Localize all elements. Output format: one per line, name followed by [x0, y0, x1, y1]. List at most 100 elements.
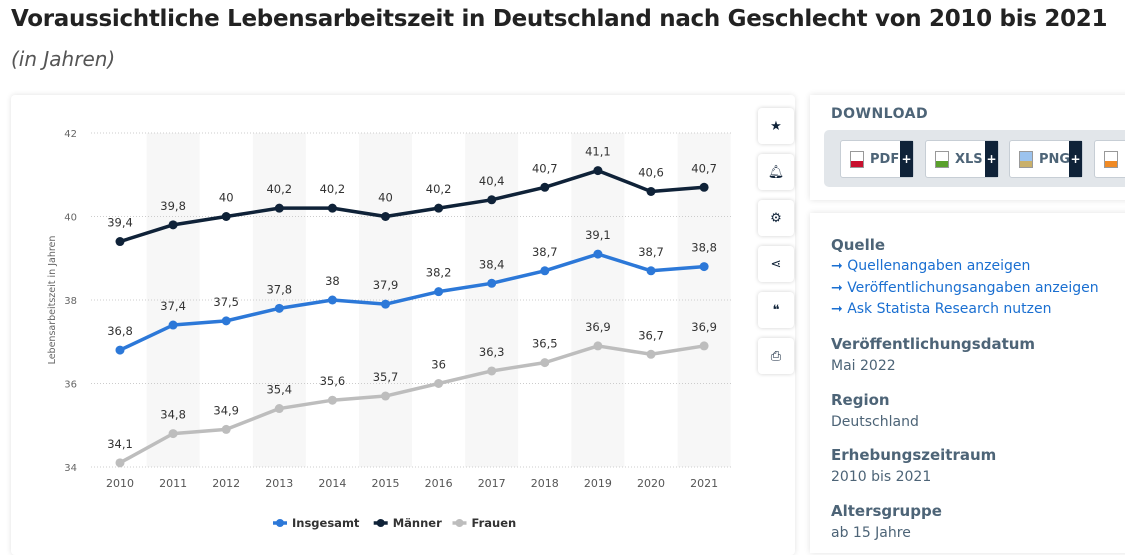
- source-link[interactable]: ➞ Quellenangaben anzeigen: [831, 258, 1031, 274]
- link-text[interactable]: Veröffentlichungsangaben anzeigen: [847, 280, 1099, 296]
- data-label: 38,4: [479, 257, 505, 271]
- data-point: [646, 349, 656, 359]
- legend-marker: [455, 519, 464, 527]
- source-heading: Quelle: [831, 236, 886, 254]
- data-label: 37,4: [160, 299, 186, 313]
- data-label: 35,6: [320, 374, 346, 388]
- data-label: 38,8: [691, 241, 717, 255]
- data-point: [434, 379, 444, 388]
- data-label: 38,7: [532, 245, 558, 259]
- research-link[interactable]: ➞ Ask Statista Research nutzen: [831, 301, 1052, 317]
- bell-icon[interactable]: 🔔︎: [758, 154, 794, 190]
- pdf-label: PDF: [870, 151, 900, 167]
- legend-marker: [376, 519, 385, 527]
- data-point: [168, 320, 178, 330]
- link-text[interactable]: Ask Statista Research nutzen: [847, 301, 1052, 317]
- region-value: Deutschland: [831, 414, 919, 430]
- data-label: 39,8: [160, 199, 186, 213]
- plus-icon[interactable]: +: [1069, 141, 1082, 177]
- x-tick-label: 2020: [637, 477, 665, 490]
- pub-date-value: Mai 2022: [831, 358, 896, 374]
- data-point: [168, 220, 178, 230]
- data-label: 39,4: [107, 216, 133, 230]
- publication-link[interactable]: ➞ Veröffentlichungsangaben anzeigen: [831, 280, 1099, 296]
- data-label: 36,5: [532, 337, 558, 351]
- data-label: 34,1: [107, 437, 133, 451]
- data-label: 40,7: [532, 161, 558, 175]
- data-point: [221, 212, 231, 221]
- data-point: [221, 424, 231, 434]
- x-tick-label: 2016: [425, 477, 453, 490]
- legend-label: Frauen: [472, 516, 517, 530]
- series-männer: 39,4 39,8 40 40,2 40,2 40 40,2 40,4 40,7 41,1 40,6…: [107, 145, 717, 247]
- x-tick-label: 2018: [531, 477, 559, 490]
- period-heading: Erhebungszeitraum: [831, 446, 997, 464]
- data-label: 34,9: [213, 403, 239, 417]
- legend-label: Insgesamt: [292, 516, 360, 530]
- plus-icon[interactable]: +: [985, 141, 998, 177]
- line-chart: 34 36 38 40 42 2010 2011 2012 2013 2014 2015 2016 20…: [47, 129, 731, 530]
- data-label: 38,2: [426, 266, 452, 280]
- data-point: [540, 266, 550, 276]
- download-png-button[interactable]: PNG +: [1009, 140, 1083, 178]
- data-label: 40,2: [320, 182, 346, 196]
- share-icon[interactable]: ⋖: [758, 246, 794, 282]
- download-panel: DOWNLOAD PDF+ XLS+ PNG+ P: [810, 95, 1125, 200]
- series-line: [119, 168, 705, 244]
- column-band: [465, 133, 519, 467]
- data-point: [327, 203, 337, 213]
- png-image-icon: [1019, 150, 1033, 168]
- series-insgesamt: 36,8 37,4 37,5 37,8 38 37,9 38,2 38,4 38,7 39,1 38…: [107, 228, 717, 355]
- data-label: 38: [325, 274, 340, 288]
- data-label: 40,7: [691, 161, 717, 175]
- download-pdf-button[interactable]: PDF +: [840, 140, 914, 178]
- x-tick-label: 2015: [372, 477, 400, 490]
- data-point: [168, 429, 178, 439]
- x-tick-label: 2014: [318, 477, 346, 490]
- link-text[interactable]: Quellenangaben anzeigen: [847, 258, 1031, 274]
- x-tick-label: 2021: [690, 477, 718, 490]
- data-point: [593, 249, 603, 259]
- age-value: ab 15 Jahre: [831, 525, 911, 541]
- plus-icon[interactable]: +: [900, 141, 913, 177]
- star-icon[interactable]: ★: [758, 108, 794, 144]
- data-label: 37,5: [213, 295, 239, 309]
- data-label: 36,7: [638, 328, 664, 342]
- data-label: 41,1: [585, 145, 611, 159]
- quote-icon[interactable]: ❝: [758, 292, 794, 328]
- data-label: 38,7: [638, 245, 664, 259]
- data-label: 35,7: [373, 370, 399, 384]
- data-point: [381, 212, 390, 221]
- data-label: 36: [431, 358, 446, 372]
- chart-card: 34 36 38 40 42 2010 2011 2012 2013 2014 2015 2016 20…: [11, 95, 795, 555]
- xls-file-icon: [935, 150, 949, 168]
- gear-icon[interactable]: ⚙: [758, 200, 794, 236]
- pub-date-heading: Veröffentlichungsdatum: [831, 335, 1036, 353]
- xls-label: XLS: [955, 151, 983, 167]
- y-tick-label: 38: [64, 296, 77, 307]
- data-point: [540, 358, 550, 368]
- download-ppt-button[interactable]: P: [1094, 140, 1125, 178]
- data-point: [115, 345, 125, 355]
- page-title: Voraussichtliche Lebensarbeitszeit in De…: [11, 6, 1108, 32]
- period-value: 2010 bis 2021: [831, 469, 932, 485]
- data-label: 40,4: [479, 174, 505, 188]
- data-point: [593, 166, 603, 176]
- download-xls-button[interactable]: XLS +: [925, 140, 999, 178]
- y-tick-label: 40: [64, 213, 77, 224]
- png-label: PNG: [1039, 151, 1071, 167]
- y-tick-label: 34: [64, 463, 77, 474]
- x-tick-label: 2013: [265, 477, 293, 490]
- data-point: [593, 341, 603, 351]
- x-tick-label: 2011: [159, 477, 187, 490]
- print-icon[interactable]: ⎙: [758, 338, 794, 374]
- info-panel: Quelle ➞ Quellenangaben anzeigen ➞ Veröf…: [810, 213, 1125, 553]
- series-frauen: 34,1 34,8 34,9 35,4 35,6 35,7 36 36,3 36,5 36,9 36…: [107, 320, 717, 468]
- download-title: DOWNLOAD: [831, 106, 929, 122]
- data-point: [274, 404, 284, 414]
- data-label: 36,3: [479, 345, 505, 359]
- data-point: [487, 195, 497, 205]
- data-label: 40,6: [638, 165, 664, 179]
- data-point: [646, 266, 656, 276]
- data-point: [540, 182, 550, 192]
